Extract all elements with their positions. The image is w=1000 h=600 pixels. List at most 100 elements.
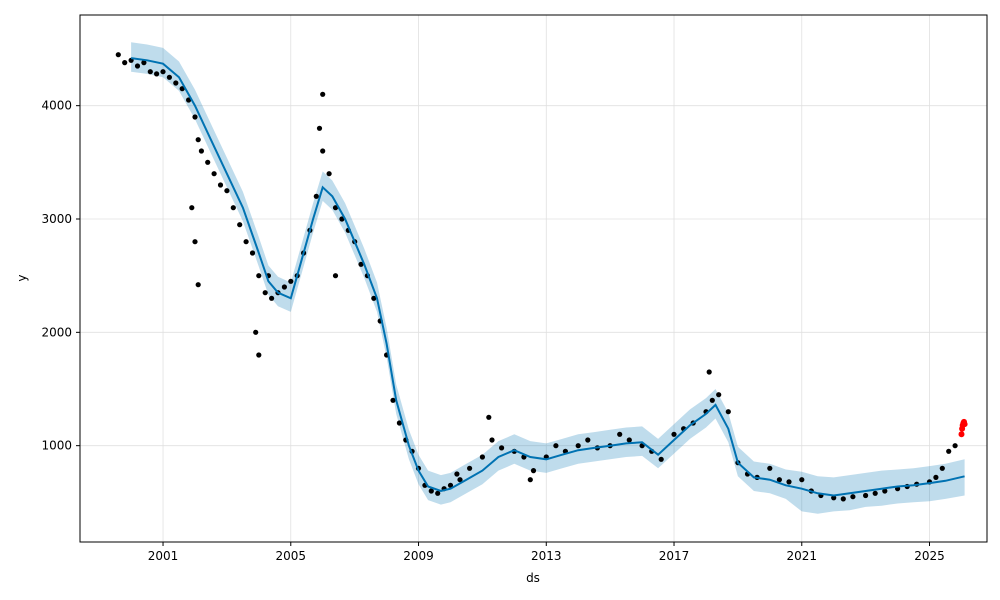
recent-point — [961, 421, 968, 428]
observed-point — [530, 468, 537, 474]
observed-point — [840, 496, 846, 502]
observed-point — [339, 216, 345, 222]
observed-point — [281, 284, 287, 290]
plot-frame — [79, 14, 988, 543]
observed-point — [390, 397, 396, 403]
x-axis-label: ds — [526, 571, 540, 585]
observed-point — [358, 261, 364, 267]
observed-point — [253, 329, 259, 335]
observed-point — [371, 295, 377, 301]
observed-point — [617, 431, 623, 437]
observed-point — [198, 148, 204, 154]
observed-point — [671, 431, 677, 437]
observed-point — [725, 409, 731, 415]
observed-point — [527, 477, 533, 483]
observed-point — [249, 250, 256, 256]
forecast-line — [130, 57, 965, 497]
recent-points — [958, 418, 968, 438]
y-tick-label: 2000 — [41, 325, 72, 339]
observed-point — [256, 273, 262, 279]
observed-point — [716, 392, 722, 398]
observed-point — [313, 193, 319, 199]
observed-point — [933, 474, 939, 480]
observed-points — [115, 52, 958, 502]
observed-point — [186, 97, 192, 103]
observed-point — [658, 456, 664, 462]
observed-point — [585, 437, 591, 443]
observed-point — [396, 420, 402, 426]
observed-point — [428, 488, 434, 494]
observed-point — [553, 443, 559, 449]
observed-point — [486, 414, 492, 420]
observed-point — [134, 63, 141, 69]
observed-point — [179, 86, 185, 92]
observed-point — [237, 222, 243, 228]
observed-point — [467, 465, 473, 471]
observed-point — [192, 114, 198, 120]
y-tick-label: 3000 — [41, 212, 72, 226]
observed-point — [288, 278, 294, 284]
observed-point — [205, 159, 211, 165]
observed-point — [195, 137, 201, 143]
observed-point — [316, 125, 323, 131]
observed-point — [256, 352, 262, 358]
observed-point — [952, 443, 958, 449]
observed-point — [269, 295, 275, 301]
grid-lines — [80, 15, 987, 542]
x-tick-label: 2005 — [276, 549, 307, 563]
observed-point — [786, 479, 792, 485]
x-tick-label: 2017 — [659, 549, 690, 563]
observed-point — [173, 80, 179, 86]
observed-point — [332, 205, 339, 211]
x-tick-label: 2013 — [531, 549, 562, 563]
observed-point — [872, 490, 878, 496]
observed-point — [217, 182, 224, 188]
observed-point — [831, 495, 837, 501]
observed-point — [799, 477, 805, 483]
observed-point — [499, 445, 505, 451]
x-tick-label: 2009 — [403, 549, 434, 563]
observed-point — [141, 60, 147, 66]
observed-point — [230, 205, 236, 211]
y-tick-label: 4000 — [41, 99, 72, 113]
observed-point — [447, 482, 454, 488]
observed-point — [211, 171, 217, 177]
y-tick-label: 1000 — [41, 439, 72, 453]
observed-point — [479, 454, 485, 460]
observed-point — [626, 437, 632, 443]
observed-point — [863, 492, 869, 499]
observed-point — [147, 69, 153, 75]
observed-point — [122, 60, 128, 66]
observed-point — [489, 437, 495, 443]
observed-point — [115, 52, 121, 58]
observed-point — [706, 369, 712, 375]
recent-point — [958, 431, 965, 438]
observed-point — [776, 477, 783, 483]
observed-point — [332, 273, 339, 279]
observed-point — [882, 488, 888, 494]
y-axis-label: y — [15, 274, 29, 281]
observed-point — [326, 171, 332, 177]
uncertainty-band-area — [131, 42, 965, 514]
observed-point — [709, 397, 715, 403]
observed-point — [262, 290, 268, 296]
observed-point — [320, 148, 326, 154]
x-tick-label: 2001 — [148, 549, 179, 563]
observed-point — [435, 490, 441, 496]
uncertainty-band — [131, 42, 965, 514]
observed-point — [243, 239, 249, 245]
observed-point — [154, 71, 160, 77]
observed-point — [767, 465, 773, 471]
observed-point — [166, 74, 172, 80]
observed-point — [160, 69, 166, 75]
x-tick-label: 2025 — [914, 549, 945, 563]
observed-point — [454, 471, 460, 477]
observed-point — [195, 282, 201, 288]
observed-point — [575, 443, 581, 449]
observed-point — [946, 448, 952, 454]
observed-point — [850, 494, 856, 500]
observed-point — [192, 239, 198, 245]
observed-point — [224, 188, 230, 194]
observed-point — [939, 465, 945, 471]
